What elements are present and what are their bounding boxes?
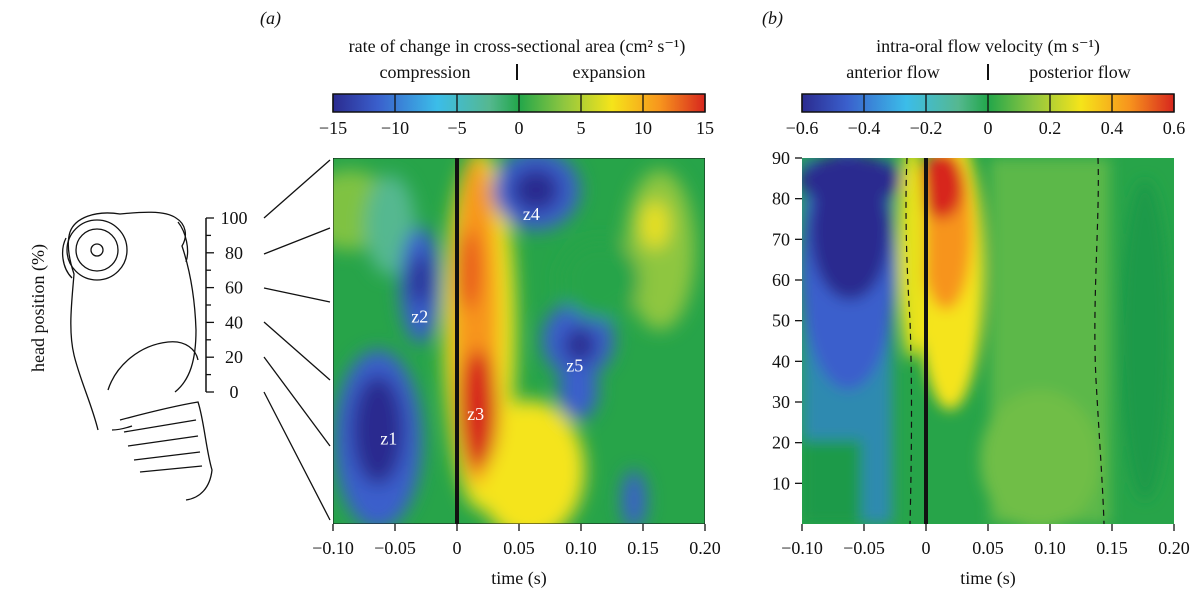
- zone-label-z5: z5: [566, 355, 583, 375]
- colorbar-a-left-label: compression: [380, 62, 471, 82]
- colorbar-a-tick-label: −10: [381, 118, 409, 138]
- heatmap-b: [802, 158, 1174, 524]
- colorbar-a-tick-label: −5: [447, 118, 466, 138]
- panel-b-label: (b): [762, 8, 783, 29]
- y-axis-b-tick-label: 30: [772, 392, 790, 412]
- zone-label-z1: z1: [380, 429, 397, 449]
- fish-head-illustration: [61, 211, 213, 501]
- y-axis-b-tick-label: 90: [772, 148, 790, 168]
- colorbar-a-right-label: expansion: [573, 62, 646, 82]
- x-axis-b: −0.10 −0.05 0 0.05 0.10 0.15 0.20: [781, 524, 1190, 558]
- colorbar-a-tick-label: 15: [696, 118, 714, 138]
- y-axis-b-tick-label: 60: [772, 270, 790, 290]
- head-axis-tick-label: 0: [230, 382, 239, 402]
- colorbar-a-ticks: −15 −10 −5 0 5 10 15: [319, 94, 714, 138]
- colorbar-b-tick-label: 0.2: [1039, 118, 1062, 138]
- x-axis-b-title: time (s): [960, 568, 1016, 589]
- colorbar-a-tick-label: 0: [515, 118, 524, 138]
- zone-labels: z1 z2 z3 z4 z5: [380, 204, 583, 448]
- panel-b-title: intra-oral flow velocity (m s⁻¹): [876, 36, 1100, 57]
- y-axis-b-tick-label: 80: [772, 189, 790, 209]
- colorbar-a-tick-label: −15: [319, 118, 347, 138]
- x-axis-a: −0.10 −0.05 0 0.05 0.10 0.15 0.20: [312, 524, 721, 558]
- y-axis-b-tick-label: 20: [772, 433, 790, 453]
- zone-label-z4: z4: [523, 204, 540, 224]
- zero-contour-left: [905, 157, 913, 525]
- x-axis-b-tick-label: 0: [922, 538, 931, 558]
- zone-label-z2: z2: [411, 307, 428, 327]
- zone-label-z3: z3: [467, 404, 484, 424]
- x-axis-a-tick-label: 0.10: [565, 538, 597, 558]
- colorbar-a-tick-label: 5: [577, 118, 586, 138]
- head-axis-tick-label: 100: [221, 208, 248, 228]
- colorbar-b-tick-label: −0.6: [786, 118, 819, 138]
- y-axis-b: 90 80 70 60 50 40 30 20 10: [772, 148, 802, 493]
- zero-contour-right: [1094, 157, 1105, 525]
- colorbar-b-tick-label: −0.4: [848, 118, 881, 138]
- x-axis-a-tick-label: 0: [453, 538, 462, 558]
- head-axis-tick-label: 20: [225, 347, 243, 367]
- colorbar-b-right-label: posterior flow: [1029, 62, 1130, 82]
- x-axis-b-tick-label: 0.10: [1034, 538, 1066, 558]
- x-axis-b-tick-label: −0.05: [843, 538, 885, 558]
- panel-a-title: rate of change in cross-sectional area (…: [349, 36, 686, 57]
- colorbar-b-tick-label: 0.4: [1101, 118, 1124, 138]
- colorbar-a-tick-label: 10: [634, 118, 652, 138]
- panel-a-label: (a): [260, 8, 281, 29]
- x-axis-a-tick-label: 0.15: [627, 538, 659, 558]
- head-axis-tick-label: 40: [225, 312, 243, 332]
- y-axis-b-tick-label: 50: [772, 311, 790, 331]
- head-axis-tick-label: 60: [225, 278, 243, 298]
- x-axis-a-tick-label: −0.10: [312, 538, 354, 558]
- colorbar-b-left-label: anterior flow: [846, 62, 939, 82]
- x-axis-a-tick-label: −0.05: [374, 538, 416, 558]
- x-axis-a-title: time (s): [491, 568, 547, 589]
- y-axis-b-tick-label: 40: [772, 351, 790, 371]
- head-axis-tick-label: 80: [225, 243, 243, 263]
- connector-lines: [263, 159, 331, 521]
- x-axis-a-tick-label: 0.20: [689, 538, 721, 558]
- x-axis-b-tick-label: 0.15: [1096, 538, 1128, 558]
- colorbar-b-ticks: −0.6 −0.4 −0.2 0 0.2 0.4 0.6: [786, 94, 1186, 138]
- colorbar-b-tick-label: −0.2: [910, 118, 943, 138]
- x-axis-b-tick-label: −0.10: [781, 538, 823, 558]
- heatmap-a: [333, 158, 705, 524]
- x-axis-b-tick-label: 0.20: [1158, 538, 1190, 558]
- head-position-axis-title: head position (%): [28, 244, 49, 372]
- y-axis-b-tick-label: 10: [772, 473, 790, 493]
- x-axis-b-tick-label: 0.05: [972, 538, 1004, 558]
- colorbar-b-tick-label: 0: [984, 118, 993, 138]
- colorbar-b-tick-label: 0.6: [1163, 118, 1186, 138]
- y-axis-b-tick-label: 70: [772, 229, 790, 249]
- head-position-axis: 100 80 60 40 20 0: [205, 208, 248, 402]
- x-axis-a-tick-label: 0.05: [503, 538, 535, 558]
